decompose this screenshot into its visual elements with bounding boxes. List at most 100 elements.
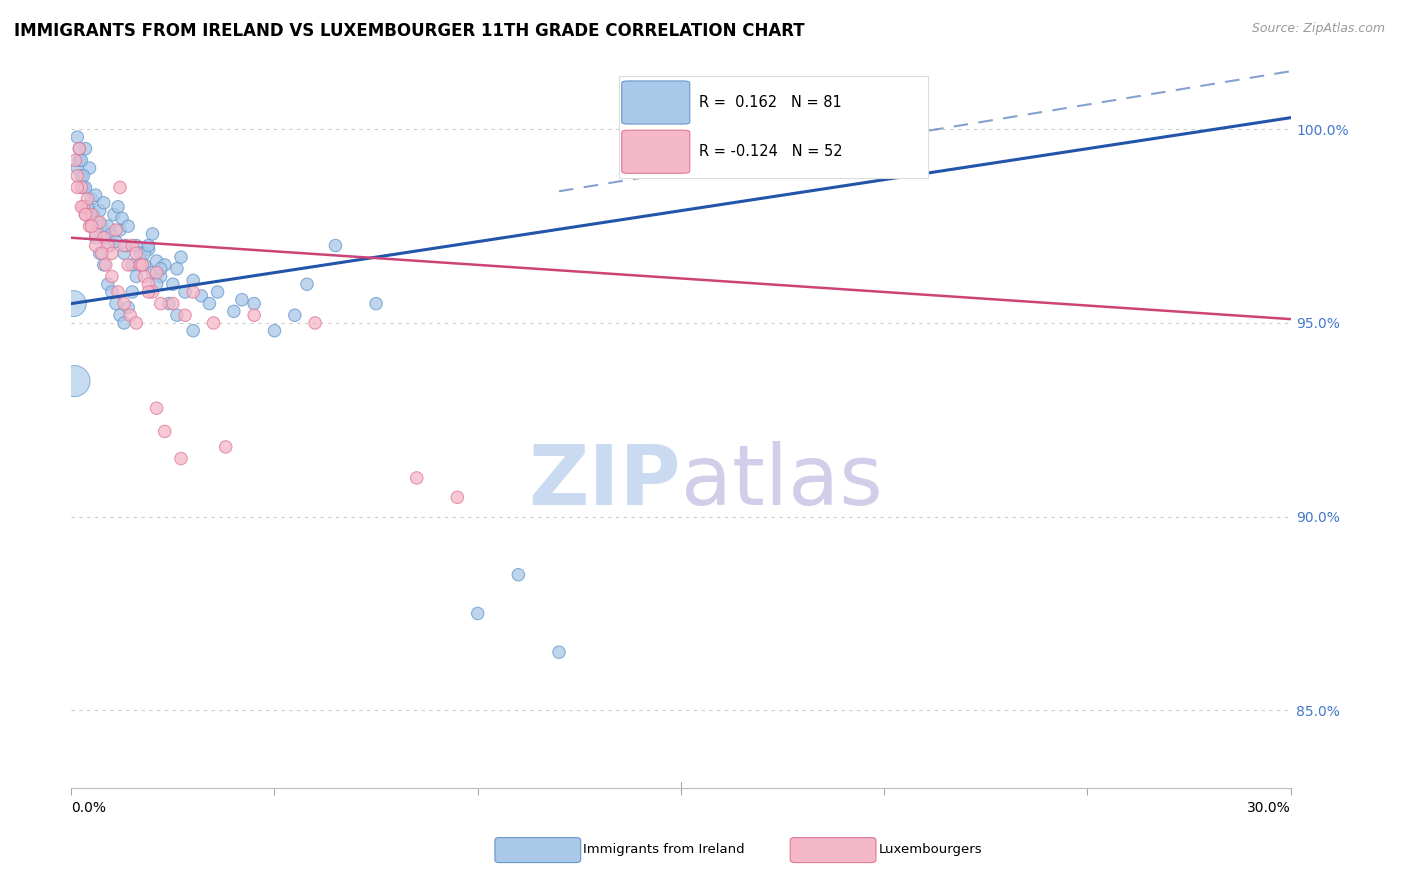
Point xyxy=(231,293,253,307)
Point xyxy=(215,440,238,454)
Point xyxy=(83,208,105,222)
Point xyxy=(89,203,111,218)
Point xyxy=(101,285,124,299)
Point xyxy=(111,211,134,226)
Point xyxy=(149,261,172,276)
Point xyxy=(103,208,125,222)
Point xyxy=(508,567,530,582)
Point xyxy=(101,246,124,260)
Point xyxy=(66,130,89,145)
Point xyxy=(84,238,107,252)
Point xyxy=(117,301,139,315)
Point xyxy=(138,277,160,292)
Point xyxy=(263,324,285,338)
Point xyxy=(65,153,87,168)
Point xyxy=(138,238,160,252)
Text: atlas: atlas xyxy=(681,442,883,523)
Point xyxy=(138,285,160,299)
Point xyxy=(145,277,167,292)
Point xyxy=(66,161,89,175)
Point xyxy=(207,285,229,299)
Point xyxy=(125,246,148,260)
Point xyxy=(284,308,307,322)
Point xyxy=(97,277,120,292)
Point xyxy=(89,246,111,260)
Point xyxy=(66,169,89,183)
Point xyxy=(149,296,172,310)
Point xyxy=(66,180,89,194)
Point xyxy=(108,180,131,194)
Point xyxy=(101,269,124,284)
Point xyxy=(62,296,84,310)
Point xyxy=(75,142,97,156)
Point xyxy=(134,269,156,284)
Text: R =  0.162   N = 81: R = 0.162 N = 81 xyxy=(699,95,842,110)
Point xyxy=(80,208,103,222)
Point xyxy=(94,231,117,245)
Text: Luxembourgers: Luxembourgers xyxy=(879,843,983,855)
Point xyxy=(104,235,127,249)
Point xyxy=(104,296,127,310)
Point xyxy=(97,238,120,252)
Point xyxy=(117,258,139,272)
Point xyxy=(181,324,204,338)
Point xyxy=(93,231,115,245)
Point xyxy=(75,208,97,222)
Point xyxy=(84,227,107,241)
Point xyxy=(134,258,156,272)
Point xyxy=(129,258,152,272)
Point xyxy=(125,238,148,252)
Point xyxy=(145,254,167,268)
Point xyxy=(97,219,120,234)
Point xyxy=(181,273,204,287)
Point xyxy=(89,215,111,229)
Point xyxy=(107,200,129,214)
Point xyxy=(170,451,193,466)
Text: R = -0.124   N = 52: R = -0.124 N = 52 xyxy=(699,145,842,160)
Point xyxy=(121,238,143,252)
Point xyxy=(70,169,93,183)
Point xyxy=(121,285,143,299)
Point xyxy=(131,258,153,272)
FancyBboxPatch shape xyxy=(621,81,690,124)
Point xyxy=(80,215,103,229)
Point xyxy=(548,645,571,659)
Point xyxy=(76,200,98,214)
Point xyxy=(76,192,98,206)
Point xyxy=(79,161,101,175)
Point xyxy=(72,180,94,194)
Point xyxy=(112,246,135,260)
Point xyxy=(72,200,94,214)
Point xyxy=(121,258,143,272)
Point xyxy=(70,153,93,168)
Point xyxy=(174,308,197,322)
Point xyxy=(104,223,127,237)
Point xyxy=(84,188,107,202)
Point xyxy=(93,195,115,210)
Text: ZIP: ZIP xyxy=(529,442,681,523)
Point xyxy=(405,471,427,485)
Point xyxy=(72,169,94,183)
Point xyxy=(125,316,148,330)
Point xyxy=(138,243,160,257)
Point xyxy=(75,180,97,194)
Point xyxy=(63,374,86,388)
Point xyxy=(202,316,225,330)
Point xyxy=(101,227,124,241)
Point xyxy=(84,231,107,245)
Point xyxy=(75,208,97,222)
Point xyxy=(86,215,108,229)
Point xyxy=(141,227,163,241)
Point xyxy=(108,223,131,237)
Point xyxy=(129,258,152,272)
Point xyxy=(108,308,131,322)
Point xyxy=(162,277,184,292)
Point xyxy=(162,296,184,310)
Point xyxy=(170,250,193,264)
Text: 30.0%: 30.0% xyxy=(1247,801,1291,815)
Point xyxy=(70,200,93,214)
Point xyxy=(145,401,167,416)
Point xyxy=(80,219,103,234)
Point xyxy=(141,266,163,280)
Text: Source: ZipAtlas.com: Source: ZipAtlas.com xyxy=(1251,22,1385,36)
